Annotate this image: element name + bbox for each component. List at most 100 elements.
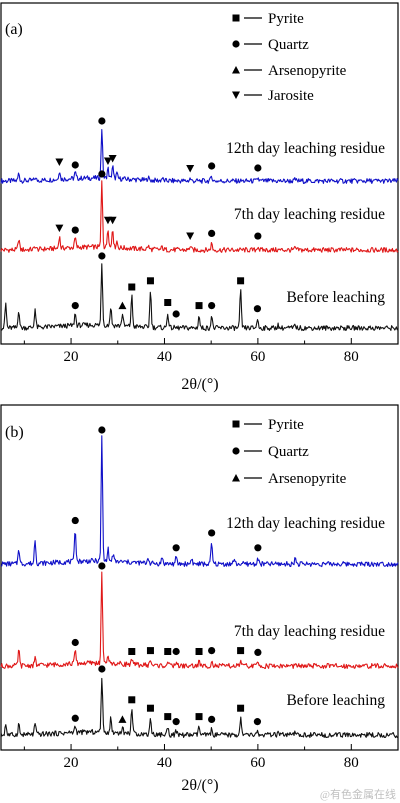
phase-marker-circle bbox=[254, 648, 262, 657]
legend-circle-marker bbox=[232, 40, 240, 48]
panel-b: (b) Pyrite Quartz Arsenopyrite 12th day le… bbox=[0, 404, 399, 794]
phase-marker-circle bbox=[98, 170, 106, 178]
phase-marker-square bbox=[164, 713, 172, 721]
x-tick-label: 20 bbox=[64, 755, 79, 771]
phase-marker-circle bbox=[71, 302, 79, 310]
legend-square-marker bbox=[232, 14, 240, 22]
phase-marker-circle bbox=[208, 302, 216, 310]
phase-marker-triangle-down bbox=[103, 157, 112, 165]
phase-marker-circle bbox=[71, 714, 79, 722]
series-label: 12th day leaching residue bbox=[226, 515, 385, 532]
phase-marker-circle bbox=[253, 305, 262, 313]
legend-label: Arsenopyrite bbox=[268, 471, 347, 487]
phase-marker-square bbox=[146, 277, 154, 285]
phase-marker-square bbox=[237, 277, 245, 285]
legend-label: Jarosite bbox=[268, 88, 314, 104]
phase-marker-circle bbox=[208, 647, 216, 655]
phase-marker-circle bbox=[172, 310, 180, 318]
phase-marker-triangle-down bbox=[186, 232, 195, 241]
panel-b-legend: Pyrite Quartz Arsenopyrite bbox=[232, 417, 347, 487]
phase-marker-square bbox=[128, 648, 136, 655]
phase-marker-triangle-down bbox=[55, 158, 64, 166]
phase-marker-square bbox=[195, 648, 203, 655]
x-tick-label: 60 bbox=[250, 755, 265, 771]
series-label: 7th day leaching residue bbox=[234, 623, 385, 640]
panel-a: (a) Pyrite Quartz Arsenopyrite Jarosite 12t… bbox=[0, 2, 399, 393]
legend-label: Pyrite bbox=[268, 417, 304, 433]
legend-label: Quartz bbox=[268, 444, 309, 460]
phase-marker-triangle-up bbox=[118, 715, 127, 723]
phase-marker-circle bbox=[71, 516, 79, 525]
series-trace bbox=[0, 677, 399, 739]
panel-a-x-axis-label: 2θ/(°) bbox=[181, 376, 218, 393]
phase-marker-circle bbox=[71, 161, 79, 169]
watermark: @有色金属在线 bbox=[320, 787, 396, 801]
phase-marker-circle bbox=[71, 638, 79, 647]
panel-a-legend: Pyrite Quartz Arsenopyrite Jarosite bbox=[232, 11, 347, 104]
series-trace bbox=[0, 180, 399, 254]
panel-b-x-axis-label: 2θ/(°) bbox=[181, 777, 218, 794]
phase-marker-triangle-down bbox=[186, 165, 195, 173]
x-tick-label: 40 bbox=[157, 349, 172, 365]
series-trace bbox=[0, 263, 399, 332]
phase-marker-circle bbox=[98, 426, 106, 434]
series-trace bbox=[0, 129, 399, 184]
x-tick-label: 80 bbox=[344, 755, 359, 771]
phase-marker-circle bbox=[98, 665, 106, 673]
series-label: Before leaching bbox=[286, 692, 385, 709]
panel-a-x-ticks: 20 40 60 80 bbox=[23, 338, 399, 365]
series-label: 12th day leaching residue bbox=[226, 140, 385, 157]
phase-marker-circle bbox=[208, 229, 216, 237]
phase-marker-circle bbox=[208, 162, 216, 170]
phase-marker-square bbox=[237, 647, 245, 655]
phase-marker-triangle-down bbox=[108, 155, 117, 163]
phase-marker-triangle-up bbox=[118, 301, 127, 310]
x-tick-label: 80 bbox=[344, 349, 359, 365]
phase-marker-square bbox=[164, 648, 172, 655]
panel-b-traces: 12th day leaching residue 7th day leachin… bbox=[0, 426, 399, 739]
series-trace bbox=[0, 571, 399, 669]
legend-label: Pyrite bbox=[268, 11, 304, 27]
panel-a-traces: 12th day leaching residue 7th day leachin… bbox=[0, 117, 399, 332]
x-tick-label: 40 bbox=[157, 755, 172, 771]
panel-b-frame bbox=[0, 404, 399, 751]
phase-marker-square bbox=[128, 696, 136, 704]
phase-marker-square bbox=[128, 283, 136, 291]
series-label: 7th day leaching residue bbox=[234, 206, 385, 223]
x-tick-label: 60 bbox=[250, 349, 265, 365]
phase-marker-circle bbox=[98, 252, 106, 260]
phase-marker-square bbox=[146, 647, 154, 655]
phase-marker-square bbox=[237, 704, 245, 712]
phase-marker-circle bbox=[254, 544, 262, 552]
legend-triangle-up-marker bbox=[232, 66, 240, 74]
phase-marker-square bbox=[195, 713, 203, 721]
panel-a-frame bbox=[0, 2, 399, 345]
series-label: Before leaching bbox=[286, 289, 385, 306]
legend-triangle-up-marker bbox=[232, 474, 240, 482]
phase-marker-square bbox=[164, 299, 172, 306]
phase-marker-triangle-down bbox=[108, 216, 117, 225]
phase-marker-circle bbox=[208, 715, 216, 724]
panel-a-label: (a) bbox=[5, 21, 23, 38]
phase-marker-square bbox=[195, 302, 203, 310]
series-trace bbox=[0, 435, 399, 568]
phase-marker-circle bbox=[98, 562, 106, 570]
phase-marker-circle bbox=[172, 647, 180, 656]
legend-square-marker bbox=[232, 420, 240, 428]
legend-label: Arsenopyrite bbox=[268, 63, 347, 79]
phase-marker-circle bbox=[254, 232, 262, 240]
phase-marker-circle bbox=[172, 544, 180, 552]
phase-marker-circle bbox=[172, 718, 180, 726]
legend-label: Quartz bbox=[268, 37, 309, 53]
x-tick-label: 20 bbox=[64, 349, 79, 365]
phase-marker-circle bbox=[98, 117, 106, 125]
phase-marker-circle bbox=[71, 226, 79, 234]
phase-marker-square bbox=[146, 704, 154, 712]
phase-marker-circle bbox=[253, 718, 262, 726]
phase-marker-circle bbox=[254, 164, 262, 172]
legend-circle-marker bbox=[232, 447, 240, 455]
panel-b-x-ticks: 20 40 60 80 bbox=[23, 744, 399, 771]
panel-b-label: (b) bbox=[5, 424, 24, 441]
phase-marker-circle bbox=[208, 529, 216, 537]
